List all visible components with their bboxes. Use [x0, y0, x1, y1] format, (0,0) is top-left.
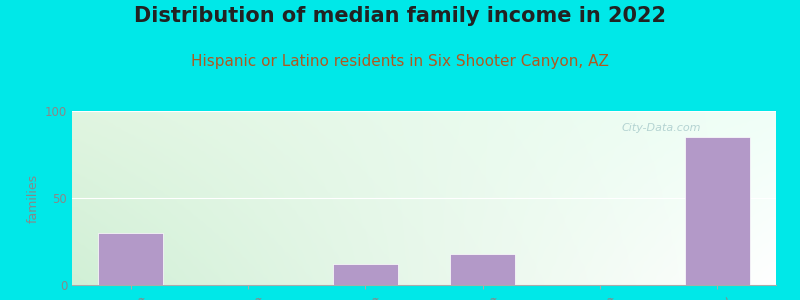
- Bar: [685, 137, 750, 285]
- Bar: [98, 233, 163, 285]
- Bar: [333, 264, 398, 285]
- Text: Hispanic or Latino residents in Six Shooter Canyon, AZ: Hispanic or Latino residents in Six Shoo…: [191, 54, 609, 69]
- Text: City-Data.com: City-Data.com: [621, 123, 701, 133]
- Text: Distribution of median family income in 2022: Distribution of median family income in …: [134, 6, 666, 26]
- Y-axis label: families: families: [26, 173, 39, 223]
- Bar: [450, 254, 515, 285]
